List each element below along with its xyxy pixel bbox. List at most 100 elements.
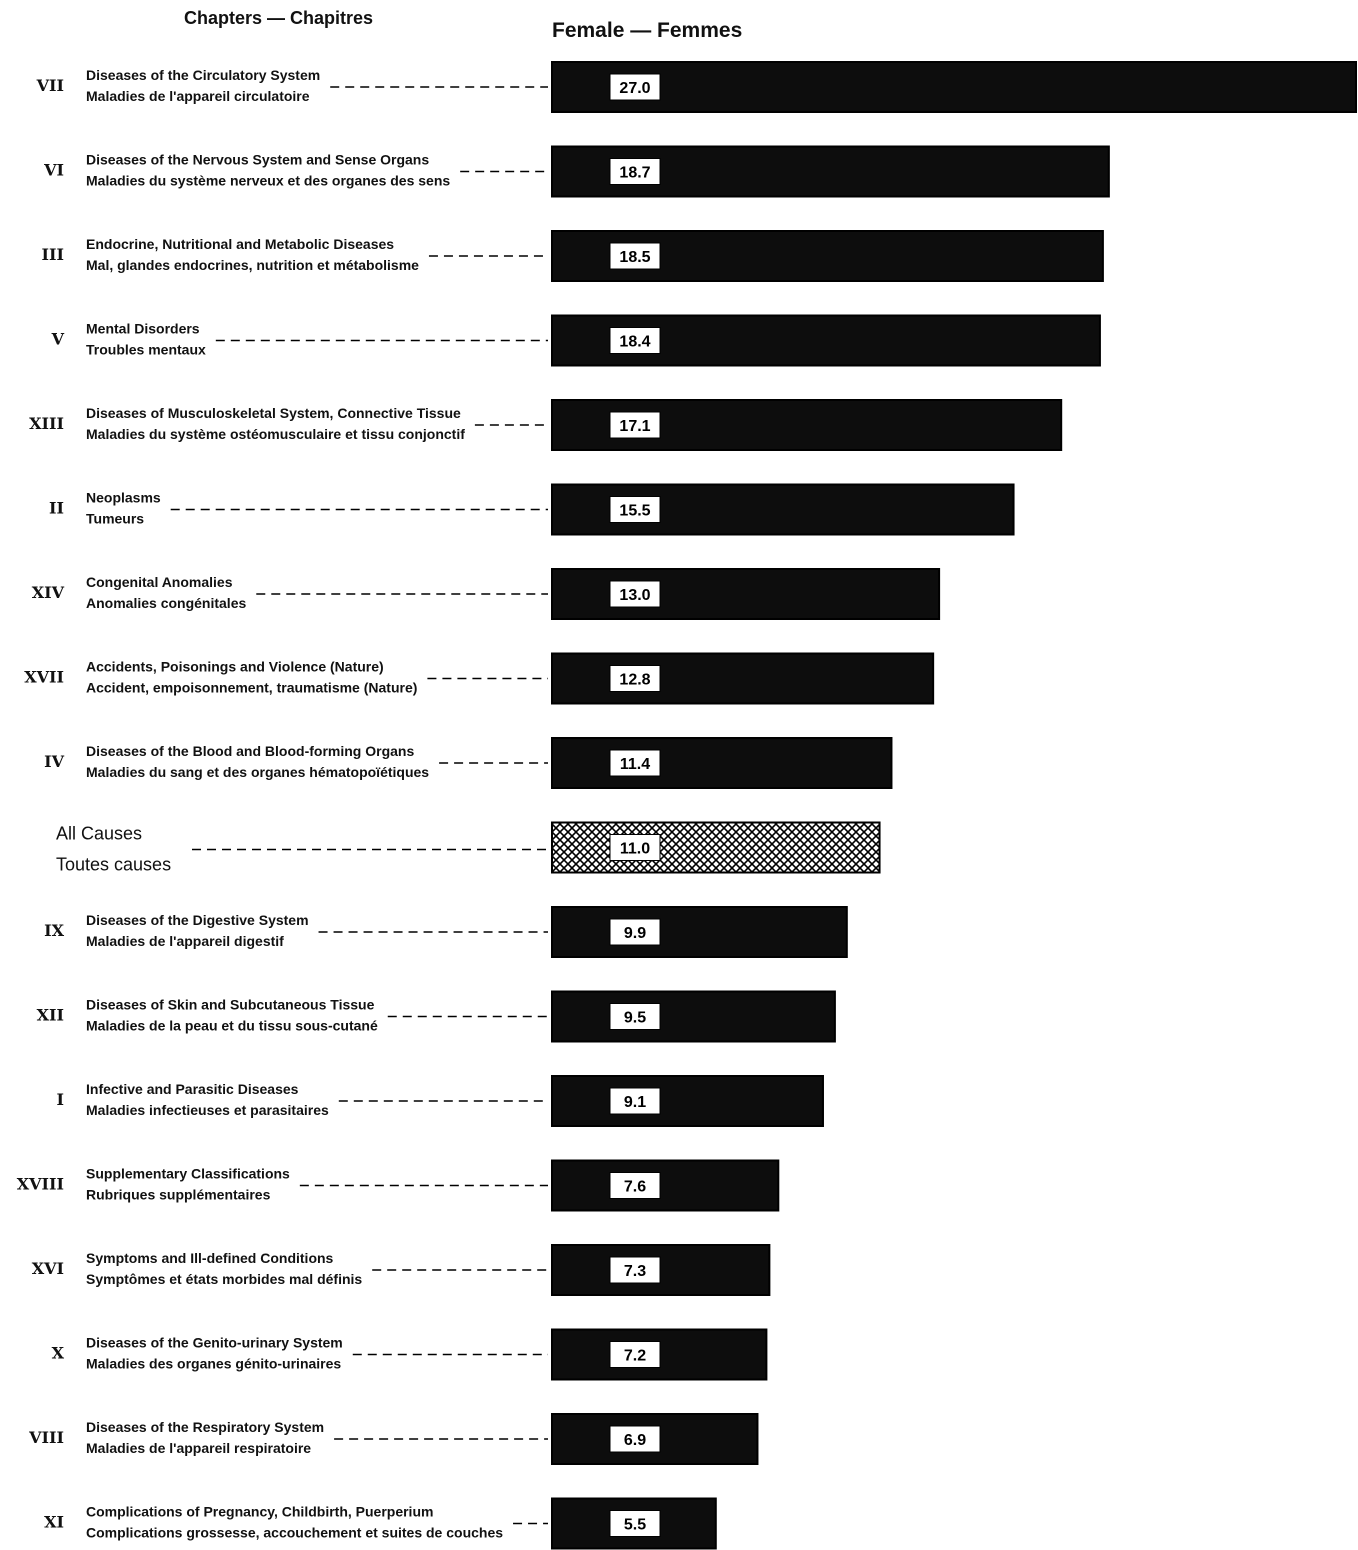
value-label-box <box>609 496 661 523</box>
bar-row: 17.1 XIII Diseases of Musculoskeletal Syst… <box>29 399 1063 451</box>
bar-row: 11.4 IV Diseases of the Blood and Blood-fo… <box>44 737 893 789</box>
value-label: 15.5 <box>619 503 650 520</box>
value-label: 11.4 <box>620 756 650 773</box>
chapter-numeral: XI <box>44 1513 64 1532</box>
row-label-fr: Maladies du système nerveux et des organ… <box>86 173 450 189</box>
bar-row: 18.4 V Mental Disorders Troubles mentaux <box>51 314 1101 367</box>
bar-row: 5.5 XI Complications of Pregnancy, Childbi… <box>44 1497 717 1550</box>
row-label-en: Diseases of Musculoskeletal System, Conn… <box>86 405 461 421</box>
row-label-en: Diseases of the Circulatory System <box>86 67 320 83</box>
row-label-en: Mental Disorders <box>86 321 200 337</box>
row-label-fr: Maladies des organes génito-urinaires <box>86 1356 341 1372</box>
bar <box>551 652 935 705</box>
row-label-en: Complications of Pregnancy, Childbirth, … <box>86 1504 433 1520</box>
row-label-en: Endocrine, Nutritional and Metabolic Dis… <box>86 236 394 252</box>
value-label-box <box>609 1341 661 1368</box>
row-label-en: Diseases of the Genito-urinary System <box>86 1335 343 1351</box>
bar-row: 7.3 XVI Symptoms and Ill-defined Condition… <box>32 1244 771 1296</box>
bar <box>551 821 881 874</box>
chapter-numeral: XVII <box>24 668 64 687</box>
row-label-fr: Maladies de l'appareil circulatoire <box>86 88 310 104</box>
row-label-fr: Toutes causes <box>56 855 171 875</box>
row-label-fr: Rubriques supplémentaires <box>86 1187 271 1203</box>
row-label-fr: Accident, empoisonnement, traumatisme (N… <box>86 680 417 696</box>
bar <box>551 1075 824 1127</box>
chart-rows: 27.0 VII Diseases of the Circulatory Syste… <box>17 61 1357 1550</box>
chapter-numeral: X <box>52 1344 65 1363</box>
value-label: 7.3 <box>624 1263 646 1280</box>
bar <box>551 61 1357 113</box>
value-label: 9.5 <box>624 1010 646 1027</box>
row-label-en: Diseases of Skin and Subcutaneous Tissue <box>86 997 375 1013</box>
bar <box>551 906 848 958</box>
value-label: 9.9 <box>624 925 646 942</box>
row-label-en: Congenital Anomalies <box>86 574 233 590</box>
value-label-box <box>609 665 661 692</box>
row-label-fr: Maladies de l'appareil respiratoire <box>86 1440 311 1456</box>
row-label-fr: Symptômes et états morbides mal définis <box>86 1271 362 1287</box>
row-label-fr: Anomalies congénitales <box>86 595 246 611</box>
row-label-fr: Maladies de l'appareil digestif <box>86 933 284 949</box>
row-label-en: Diseases of the Respiratory System <box>86 1419 324 1435</box>
value-label: 11.0 <box>620 841 650 858</box>
row-label-fr: Mal, glandes endocrines, nutrition et mé… <box>86 257 419 273</box>
bar-row: 6.9 VIII Diseases of the Respiratory Syste… <box>28 1413 759 1465</box>
value-label-box <box>609 1510 661 1537</box>
chapter-numeral: V <box>51 330 65 349</box>
value-label: 17.1 <box>619 418 650 435</box>
chapter-numeral: VII <box>36 76 64 95</box>
chapter-numeral: XVIII <box>17 1175 64 1194</box>
bar-row: 13.0 XIV Congenital Anomalies Anomalies con… <box>32 568 941 620</box>
value-label-box <box>609 749 661 777</box>
bar-row: 12.8 XVII Accidents, Poisonings and Violen… <box>24 652 935 705</box>
value-label-box <box>609 580 661 608</box>
value-label: 6.9 <box>624 1432 646 1449</box>
value-label-box <box>609 1425 661 1453</box>
chapter-numeral: XIV <box>32 583 65 602</box>
row-label-en: Diseases of the Nervous System and Sense… <box>86 152 429 168</box>
bar <box>551 737 893 789</box>
bar-row: 7.6 XVIII Supplementary Classifications Rub… <box>17 1159 780 1212</box>
value-label: 7.6 <box>624 1179 646 1196</box>
chapter-numeral: XVI <box>32 1259 64 1278</box>
value-label-box <box>609 158 661 185</box>
row-label-en: Symptoms and Ill-defined Conditions <box>86 1250 334 1266</box>
value-label-box <box>609 1003 661 1030</box>
value-label-box <box>609 1087 661 1115</box>
series-header: Female — Femmes <box>552 19 742 42</box>
value-label-box <box>609 1256 661 1284</box>
bar-row: 15.5 II Neoplasms Tumeurs <box>49 483 1015 536</box>
row-label-fr: Troubles mentaux <box>86 342 206 358</box>
value-label-box <box>609 327 661 354</box>
value-label: 18.4 <box>619 334 650 351</box>
value-label: 7.2 <box>624 1348 646 1365</box>
row-label-fr: Complications grossesse, accouchement et… <box>86 1525 503 1541</box>
row-label-fr: Maladies infectieuses et parasitaires <box>86 1102 329 1118</box>
row-label-en: Diseases of the Digestive System <box>86 912 309 928</box>
chapter-numeral: IV <box>44 752 64 771</box>
bar <box>551 1159 780 1212</box>
value-label-box <box>609 411 661 439</box>
value-label-box <box>609 1172 661 1199</box>
chapter-numeral: XII <box>37 1006 64 1025</box>
bar-row: 27.0 VII Diseases of the Circulatory Syste… <box>36 61 1357 113</box>
bar-row: 18.7 VI Diseases of the Nervous System and… <box>43 145 1110 198</box>
value-label: 18.5 <box>619 249 650 266</box>
bar <box>551 1497 717 1550</box>
value-label: 12.8 <box>619 672 650 689</box>
bar <box>551 990 836 1043</box>
chapter-numeral: VIII <box>28 1428 64 1447</box>
chapter-numeral: I <box>57 1090 64 1109</box>
row-label-fr: Maladies du sang et des organes hématopo… <box>86 764 429 780</box>
value-label: 27.0 <box>619 80 650 97</box>
bar-row: 11.0 All Causes Toutes causes <box>56 821 881 875</box>
value-label: 9.1 <box>624 1094 646 1111</box>
row-label-fr: Tumeurs <box>86 511 144 527</box>
bar-row: 18.5 III Endocrine, Nutritional and Metabo… <box>42 230 1104 282</box>
row-label-en: Diseases of the Blood and Blood-forming … <box>86 743 414 759</box>
value-label: 18.7 <box>619 165 650 182</box>
row-label-en: Accidents, Poisonings and Violence (Natu… <box>86 659 384 675</box>
row-label-en: Supplementary Classifications <box>86 1166 290 1182</box>
bar-row: 9.9 IX Diseases of the Digestive System Mal… <box>44 906 848 958</box>
